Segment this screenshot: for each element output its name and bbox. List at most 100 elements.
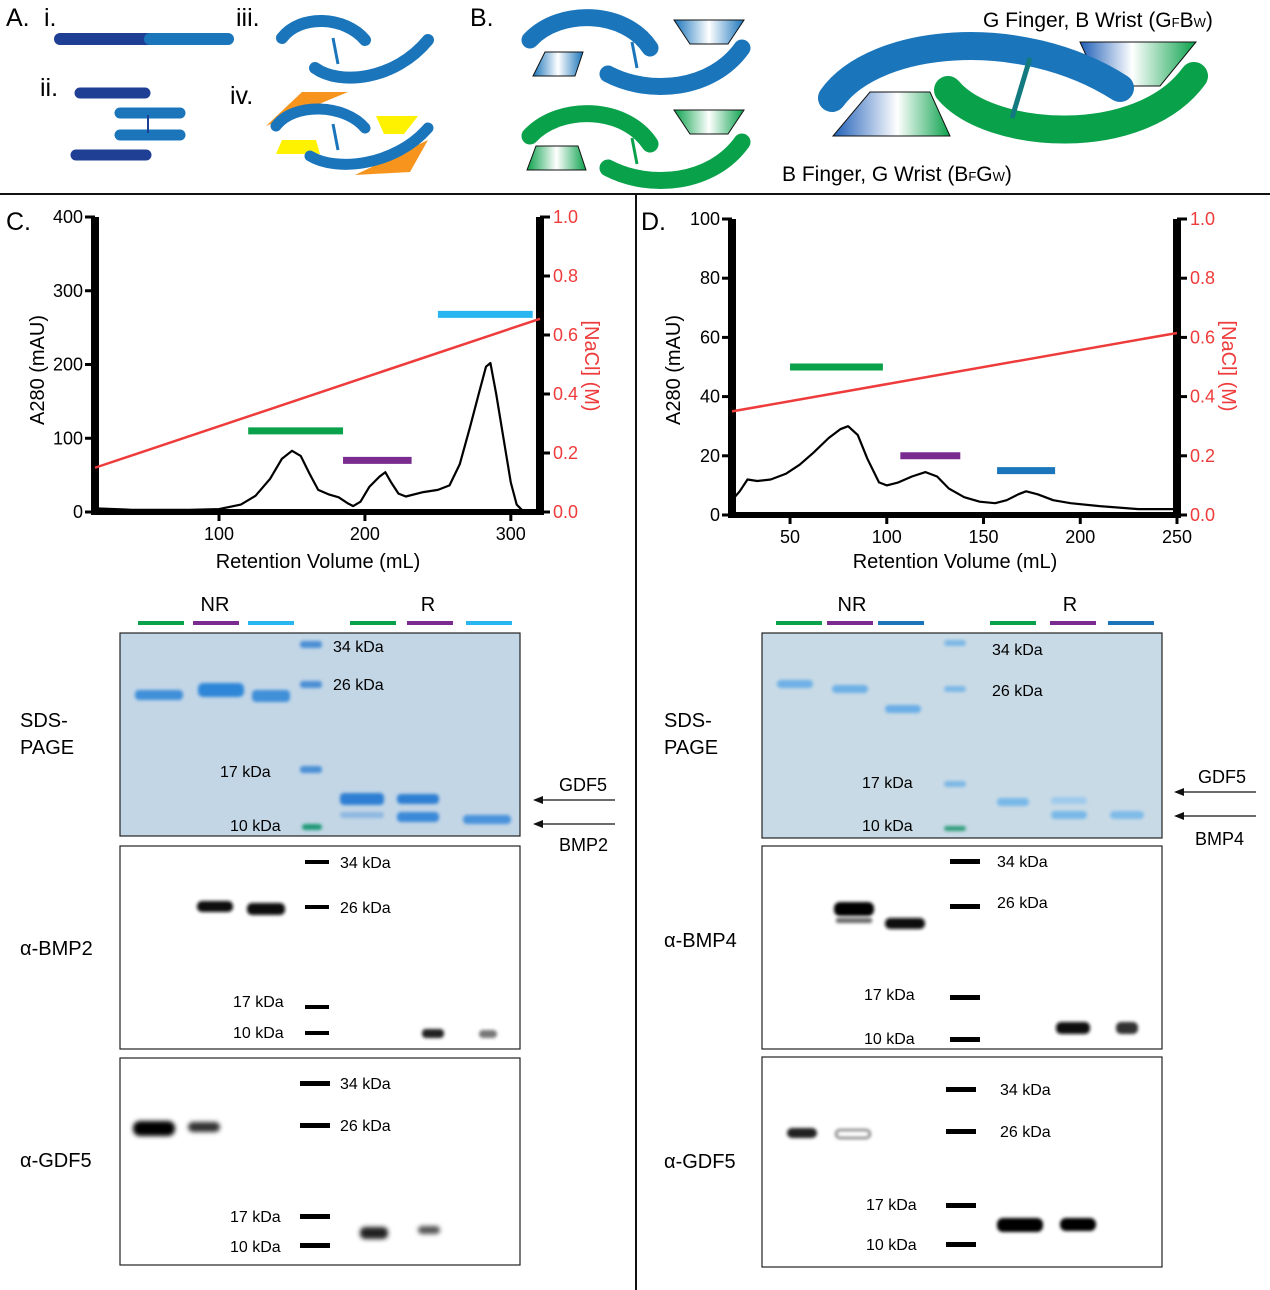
gel-d-blot1-marker-34: 34 kDa	[997, 854, 1048, 871]
gel-c-sds-marker-17: 17 kDa	[220, 764, 271, 781]
chart-d-y2tick-label: 0.0	[1190, 505, 1215, 525]
gel-d-sds-marker-17: 17 kDa	[862, 775, 913, 792]
chart-d-absorbance-trace	[731, 425, 1177, 511]
chart-d-plot: 0 20 40 60 80 100 0.0 0.2 0.4 0.6 0.8 1.0 50 100 150 20…	[690, 209, 1215, 547]
gel-d-sds-label-1: SDS-	[664, 710, 712, 732]
gel-c-blot2-marker-34: 34 kDa	[340, 1076, 391, 1093]
chart-d-ytick-label: 20	[700, 446, 720, 466]
heterodimer	[818, 32, 1208, 144]
gel-c-blot1-label: α-BMP2	[20, 938, 93, 960]
gel-d-arrow-bmp4: BMP4	[1195, 829, 1244, 849]
chart-d-nacl-line	[731, 331, 1178, 413]
chart-d-y2tick-label: 0.6	[1190, 327, 1215, 347]
chart-c-y2tick-label: 0.6	[553, 325, 578, 345]
chart-d-ytick-label: 80	[700, 268, 720, 288]
gels-c: NR R SDS- PAGE 34 kDa 26 kDa	[20, 594, 615, 1266]
gel-c-blot2-marker-26: 26 kDa	[340, 1118, 391, 1135]
gels-d: NR R SDS- PAGE 34 kDa 26 kDa 17 kD	[664, 594, 1256, 1268]
chart-c: C. A280 (mAU) [NaCl] (M) Retention Volum…	[6, 207, 602, 573]
chart-c-xtick-label: 200	[350, 524, 380, 544]
gel-c-r-label: R	[421, 594, 435, 616]
chart-d-ytick-label: 60	[700, 327, 720, 347]
gel-d-sds-marker-26: 26 kDa	[992, 683, 1043, 700]
dimer-arcs-iii	[276, 15, 434, 84]
chart-c-xtick-label: 100	[204, 524, 234, 544]
gel-c-blot1-marker-26: 26 kDa	[340, 900, 391, 917]
gel-c-blot2-marker-17: 17 kDa	[230, 1209, 281, 1226]
chart-d-xlabel: Retention Volume (mL)	[853, 551, 1058, 573]
gel-c-blot1-marker-34: 34 kDa	[340, 855, 391, 872]
gel-c-blot1-marker-10: 10 kDa	[233, 1025, 284, 1042]
chart-d-y2label: [NaCl] (M)	[1217, 320, 1239, 411]
chart-d-y2tick-label: 1.0	[1190, 209, 1215, 229]
dimer-bars	[70, 87, 186, 161]
chart-d-ytick-label: 40	[700, 387, 720, 407]
panel-a-sub-i: i.	[44, 4, 57, 32]
gel-d-blot2-label: α-GDF5	[664, 1151, 736, 1173]
gel-d-blot1-marker-10: 10 kDa	[864, 1031, 915, 1048]
gdf-homodimer	[521, 105, 751, 189]
dimer-with-receptors-iv	[266, 92, 434, 175]
panel-a-sub-iii: iii.	[236, 4, 260, 32]
chart-d-panel-label: D.	[641, 208, 666, 236]
gel-c-sds-label-2: PAGE	[20, 737, 74, 759]
gel-c-blot2: 34 kDa 26 kDa 17 kDa 10 kDa	[119, 1057, 521, 1266]
chart-c-ytick-label: 400	[53, 207, 83, 227]
chart-d-xtick-label: 100	[872, 527, 902, 547]
gel-d-nr-label: NR	[838, 594, 867, 616]
chart-c-ytick-label: 300	[53, 281, 83, 301]
gel-c-arrows: GDF5 BMP2	[533, 775, 615, 855]
chart-d-xtick-label: 50	[780, 527, 800, 547]
gel-d-blot1-label: α-BMP4	[664, 930, 737, 952]
chart-d-xtick-label: 250	[1162, 527, 1192, 547]
chart-c-ytick-label: 100	[53, 428, 83, 448]
gel-d-arrow-gdf5: GDF5	[1198, 767, 1246, 787]
gel-d-blot1-marker-26: 26 kDa	[997, 895, 1048, 912]
chart-c-y2tick-label: 0.8	[553, 266, 578, 286]
gel-d-sds-marker-10: 10 kDa	[862, 818, 913, 835]
gel-d-arrows: GDF5 BMP4	[1174, 767, 1256, 849]
chart-d-ylabel: A280 (mAU)	[663, 315, 685, 425]
gel-c-blot1: 34 kDa 26 kDa 17 kDa 10 kDa	[119, 845, 521, 1050]
gel-c-sds-marker-26: 26 kDa	[333, 677, 384, 694]
chart-c-y2label: [NaCl] (M)	[580, 320, 602, 411]
gel-c-sds-marker-34: 34 kDa	[333, 639, 384, 656]
chart-c-ylabel: A280 (mAU)	[27, 315, 49, 425]
chart-d-xtick-label: 150	[968, 527, 998, 547]
gel-c-blot1-marker-17: 17 kDa	[233, 994, 284, 1011]
gel-d-r-label: R	[1063, 594, 1077, 616]
gel-d-blot1-marker-17: 17 kDa	[864, 987, 915, 1004]
chart-c-xlabel: Retention Volume (mL)	[216, 551, 421, 573]
gel-d-sds-label-2: PAGE	[664, 737, 718, 759]
bmp-homodimer	[521, 9, 751, 95]
chart-d-y2tick-label: 0.2	[1190, 446, 1215, 466]
heterodimer-gfbw-label: G Finger, B Wrist (GFBW)	[983, 9, 1213, 32]
gel-c-sds-label-1: SDS-	[20, 710, 68, 732]
chart-c-panel-label: C.	[6, 208, 31, 236]
gel-d-blot2-marker-17: 17 kDa	[866, 1197, 917, 1214]
gel-c-arrow-bmp2: BMP2	[559, 835, 608, 855]
panel-a-sub-iv: iv.	[230, 82, 253, 110]
chart-c-plot: 0 100 200 300 400 0.0 0.2 0.4 0.6 0.8 1.0 100 200 300	[53, 207, 578, 544]
gel-c-sds-marker-10: 10 kDa	[230, 818, 281, 835]
panel-a-sub-ii: ii.	[40, 74, 58, 102]
chart-d-ytick-label: 100	[690, 209, 720, 229]
chart-d-y2tick-label: 0.8	[1190, 268, 1215, 288]
chart-c-y2tick-label: 0.4	[553, 384, 578, 404]
gel-d-blot2-marker-26: 26 kDa	[1000, 1124, 1051, 1141]
chart-d: D. A280 (mAU) [NaCl] (M) Retention Volum…	[641, 208, 1239, 573]
chart-c-xtick-label: 300	[496, 524, 526, 544]
chart-c-nacl-line	[94, 317, 541, 469]
gel-c-arrow-gdf5: GDF5	[559, 775, 607, 795]
gel-d-blot2-marker-34: 34 kDa	[1000, 1082, 1051, 1099]
chart-d-ytick-label: 0	[710, 505, 720, 525]
gel-d-blot2: 34 kDa 26 kDa 17 kDa 10 kDa	[761, 1056, 1163, 1268]
panel-a: A. i. ii. iii. iv.	[6, 4, 434, 175]
gel-c-blot2-marker-10: 10 kDa	[230, 1239, 281, 1256]
panel-b: B. G Finger, B Wrist (GFBW) B Finger, G …	[470, 4, 1213, 189]
gel-c-nr-label: NR	[201, 594, 230, 616]
gel-c-sds-page: 34 kDa 26 kDa 17 kDa 10 kDa	[119, 632, 521, 837]
chart-c-absorbance-trace	[94, 361, 541, 514]
heterodimer-bfgw-label: B Finger, G Wrist (BFGW)	[782, 163, 1012, 186]
